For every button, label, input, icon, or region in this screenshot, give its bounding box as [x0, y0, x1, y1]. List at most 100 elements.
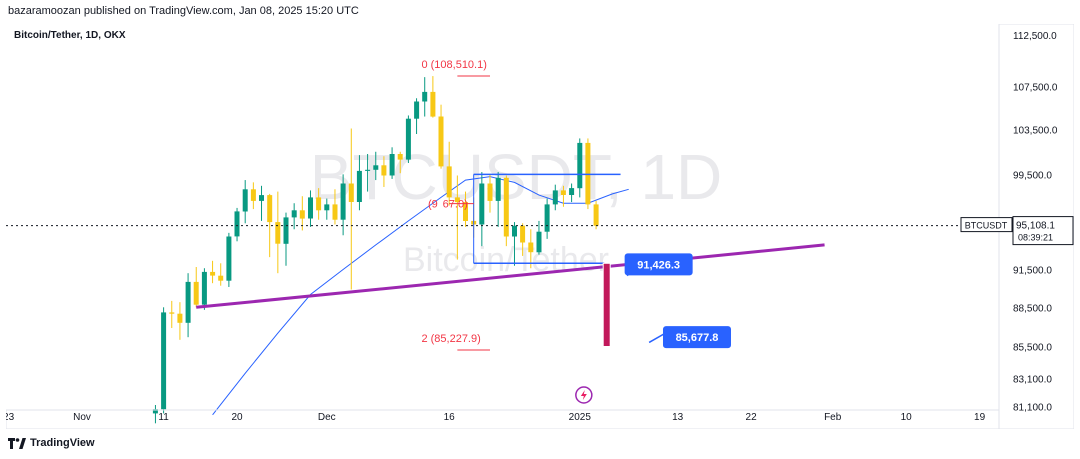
candle[interactable]	[291, 203, 297, 230]
candle-body[interactable]	[373, 165, 379, 170]
candle-body[interactable]	[356, 170, 362, 202]
projection-label[interactable]: 91,426.3	[624, 253, 693, 276]
candle-body[interactable]	[169, 312, 175, 314]
candle-body[interactable]	[446, 166, 452, 198]
candle[interactable]	[185, 273, 191, 338]
candle-body[interactable]	[299, 210, 305, 219]
candle[interactable]	[577, 138, 583, 198]
candle-body[interactable]	[316, 197, 322, 211]
candle-body[interactable]	[552, 190, 558, 205]
candle-body[interactable]	[332, 204, 338, 220]
candle-body[interactable]	[210, 271, 216, 276]
projection-bar[interactable]	[602, 262, 611, 347]
candle[interactable]	[454, 175, 460, 260]
candle-body[interactable]	[512, 225, 517, 237]
candle-body[interactable]	[348, 183, 354, 203]
candle[interactable]	[389, 147, 395, 179]
candle-body[interactable]	[234, 211, 240, 237]
candle-body[interactable]	[405, 118, 411, 160]
candle-body[interactable]	[487, 183, 493, 201]
candlestick-chart[interactable]: BTCUSDT, 1D Bitcoin/Tether Bitcoin/Tethe…	[3, 23, 1075, 430]
candle[interactable]	[397, 151, 403, 174]
candle[interactable]	[422, 77, 428, 117]
candle[interactable]	[381, 156, 387, 187]
candle-body[interactable]	[569, 188, 575, 195]
axes-layer[interactable]: 112,500.0 107,500.0 103,500.0 99,500.0 91,50…	[3, 31, 1058, 423]
candle[interactable]	[161, 307, 167, 414]
candle-body[interactable]	[267, 195, 273, 223]
candle[interactable]	[177, 302, 183, 340]
overlay-layer[interactable]: 0 (108,510.1) (9 67.0) 2 (85,227.9) 91,426.3…	[421, 59, 1074, 404]
candle[interactable]	[283, 212, 289, 266]
candle[interactable]	[356, 155, 362, 211]
candle[interactable]	[593, 200, 599, 230]
candle[interactable]	[267, 193, 273, 258]
candle[interactable]	[210, 260, 216, 284]
candle-body[interactable]	[218, 275, 224, 281]
candle-body[interactable]	[577, 142, 583, 189]
candle[interactable]	[226, 232, 232, 287]
candle-body[interactable]	[365, 169, 371, 171]
candle-body[interactable]	[283, 217, 289, 244]
candle-body[interactable]	[291, 210, 297, 218]
candle-body[interactable]	[544, 204, 550, 232]
candle[interactable]	[348, 128, 354, 290]
candle-body[interactable]	[177, 313, 183, 323]
candle-body[interactable]	[430, 91, 436, 117]
candle[interactable]	[463, 191, 468, 227]
candle[interactable]	[479, 172, 485, 247]
plot-area[interactable]	[6, 24, 999, 410]
candle[interactable]	[250, 182, 256, 210]
candle-body[interactable]	[152, 409, 158, 414]
candle[interactable]	[569, 183, 575, 203]
candle-body[interactable]	[201, 271, 207, 305]
candle[interactable]	[193, 266, 199, 308]
candle-body[interactable]	[161, 312, 167, 410]
candle-body[interactable]	[389, 154, 395, 176]
candle[interactable]	[552, 184, 558, 211]
candle[interactable]	[520, 223, 526, 256]
candle[interactable]	[560, 185, 566, 207]
candle-body[interactable]	[324, 204, 330, 211]
candle-body[interactable]	[226, 236, 232, 281]
candle[interactable]	[201, 268, 207, 310]
chart-frame[interactable]: BTCUSDT, 1D Bitcoin/Tether Bitcoin/Tethe…	[3, 23, 1075, 430]
candle[interactable]	[528, 229, 534, 269]
candle-body[interactable]	[536, 231, 542, 253]
candle-body[interactable]	[340, 183, 346, 220]
candle[interactable]	[234, 207, 240, 242]
candle-body[interactable]	[503, 177, 509, 237]
candle[interactable]	[487, 174, 493, 213]
candle[interactable]	[438, 104, 444, 169]
candle[interactable]	[503, 175, 509, 247]
candle-body[interactable]	[454, 197, 460, 203]
candle-body[interactable]	[528, 242, 534, 253]
candle[interactable]	[536, 220, 542, 255]
purple-trendline[interactable]	[196, 243, 825, 309]
candle-body[interactable]	[242, 189, 248, 212]
candle-body[interactable]	[560, 190, 566, 195]
candle[interactable]	[308, 190, 313, 227]
candle[interactable]	[152, 404, 158, 424]
candle-body[interactable]	[397, 154, 403, 160]
candle[interactable]	[218, 263, 224, 286]
candle-body[interactable]	[414, 101, 420, 119]
candle[interactable]	[340, 174, 346, 236]
candle-body[interactable]	[438, 116, 444, 167]
candle[interactable]	[324, 198, 330, 220]
candle[interactable]	[242, 180, 248, 224]
candle[interactable]	[332, 189, 338, 225]
candle-body[interactable]	[479, 183, 485, 225]
candle[interactable]	[405, 115, 411, 163]
candle[interactable]	[414, 98, 420, 135]
candle[interactable]	[373, 151, 379, 181]
candle-body[interactable]	[593, 204, 599, 226]
candle[interactable]	[365, 154, 371, 192]
candle-body[interactable]	[422, 91, 428, 102]
candle-body[interactable]	[275, 222, 281, 244]
candle[interactable]	[169, 300, 175, 329]
candle[interactable]	[512, 222, 517, 266]
candle[interactable]	[544, 198, 550, 239]
candle[interactable]	[316, 188, 322, 220]
candle-body[interactable]	[381, 165, 387, 176]
